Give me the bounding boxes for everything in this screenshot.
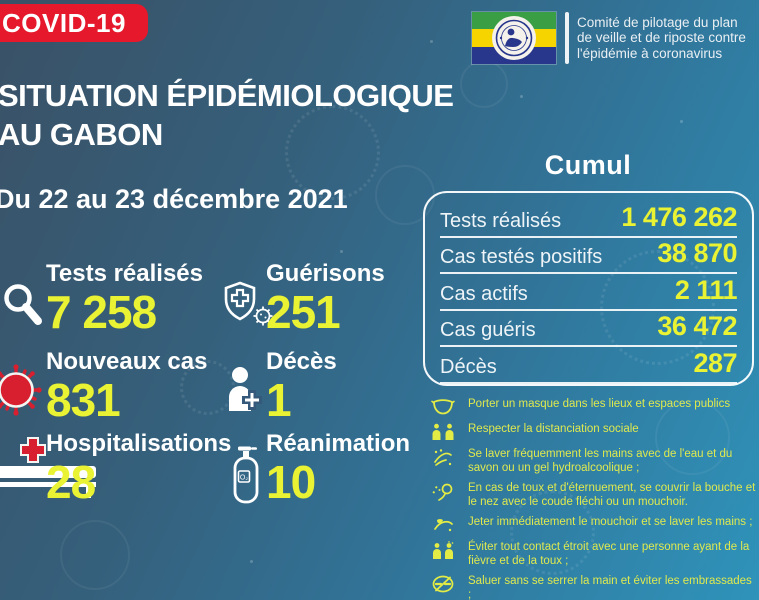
cumul-row-value: 287 (693, 347, 737, 378)
mask-icon (430, 398, 456, 416)
stat-label: Décès (266, 348, 337, 375)
advice-item: Jeter immédiatement le mouchoir et se la… (430, 516, 756, 534)
advice-text: Respecter la distanciation sociale (468, 423, 639, 435)
logo-text-divider (565, 12, 569, 64)
advice-text: Éviter tout contact étroit avec une pers… (468, 541, 750, 567)
distancing-icon (430, 423, 456, 441)
particle-dot (340, 250, 343, 253)
stat-nouveaux-cas: Nouveaux cas 831 (46, 348, 207, 423)
committee-line1: Comité de pilotage du plan (577, 14, 738, 30)
virus-icon (0, 364, 42, 416)
cumul-row: Cas testés positifs 38 870 (440, 238, 737, 274)
virus-watermark (60, 520, 130, 590)
advice-item: Éviter tout contact étroit avec une pers… (430, 541, 756, 568)
stat-deces: Décès 1 (266, 348, 337, 423)
hospital-bed-icon (0, 437, 96, 498)
virus-watermark (460, 60, 508, 108)
page-title-line1: SITUATION ÉPIDÉMIOLOGIQUE (0, 78, 454, 113)
advice-item: Saluer sans se serrer la main et éviter … (430, 575, 756, 600)
gabon-flag-logo (472, 12, 556, 64)
advice-text: Se laver fréquemment les mains avec de l… (468, 448, 733, 474)
cumul-row-value: 36 472 (657, 311, 737, 341)
stat-label: Nouveaux cas (46, 348, 208, 375)
magnifier-icon (4, 284, 42, 325)
advice-text: Jeter immédiatement le mouchoir et se la… (468, 516, 753, 529)
cumul-panel: Tests réalisés 1 476 262 Cas testés posi… (423, 191, 754, 386)
tissue-icon (430, 516, 456, 534)
avoid-contact-icon (430, 541, 456, 560)
cumul-row: Cas guéris 36 472 (440, 311, 737, 347)
particle-dot (430, 40, 433, 43)
cumul-row-value: 2 111 (674, 274, 738, 305)
cumul-row-label: Décès (440, 355, 497, 378)
stat-tests-realises: Tests réalisés 7 258 (46, 260, 203, 335)
virus-watermark (510, 490, 595, 575)
committee-logo-block: Comité de pilotage du plan de veille et … (472, 12, 755, 64)
virus-watermark (285, 105, 380, 200)
stat-value: 28 (46, 456, 96, 508)
advice-text: Porter un masque dans les lieux et espac… (468, 398, 731, 410)
advice-list: Porter un masque dans les lieux et espac… (430, 398, 756, 600)
virus-watermark (180, 360, 235, 415)
stat-label: Guérisons (266, 260, 385, 287)
cumul-row: Cas actifs 2 111 (440, 274, 738, 311)
stat-value: 831 (46, 374, 121, 426)
stat-label: Hospitalisations (46, 430, 232, 457)
cumul-row-label: Cas testés positifs (440, 246, 603, 268)
cough-icon (430, 482, 456, 502)
republic-seal (492, 16, 536, 60)
oxygen-label: O₂ (240, 475, 248, 482)
virus-watermark (600, 250, 715, 365)
covid19-badge-label: COVID-19 (2, 7, 126, 38)
particle-dot (680, 120, 683, 123)
report-period: Du 22 au 23 décembre 2021 (0, 184, 348, 214)
seal-emblem-icon (495, 19, 533, 57)
stat-value: 1 (266, 374, 292, 426)
stat-value: 251 (266, 286, 341, 338)
oxygen-tank-icon: O₂ (233, 446, 259, 504)
covid19-badge: COVID-19 (0, 4, 148, 42)
advice-item: Se laver fréquemment les mains avec de l… (430, 448, 756, 475)
stat-reanimation: Réanimation 10 (266, 430, 410, 505)
committee-line3: l'épidémie à coronavirus (577, 45, 723, 61)
committee-line2: de veille et de riposte contre (577, 30, 746, 46)
particle-dot (250, 560, 253, 563)
stat-label: Tests réalisés (46, 260, 203, 287)
stat-guerisons: Guérisons 251 (266, 260, 385, 335)
page-title-line2: AU GABON (0, 117, 163, 153)
cumul-row-label: Tests réalisés (440, 209, 562, 232)
advice-item: Respecter la distanciation sociale (430, 423, 756, 441)
particle-dot (520, 95, 523, 98)
cumul-title: Cumul (544, 150, 632, 180)
advice-text: Saluer sans se serrer la main et éviter … (468, 575, 752, 600)
cumul-row: Décès 287 (440, 347, 737, 384)
virus-watermark (655, 400, 730, 475)
stat-value: 7 258 (46, 286, 157, 338)
no-handshake-icon (430, 575, 456, 593)
advice-item: En cas de toux et d'éternuement, se couv… (430, 482, 756, 509)
cumul-row-value: 1 476 262 (621, 201, 737, 232)
person-cross-icon (229, 367, 262, 411)
cumul-row-label: Cas actifs (440, 282, 528, 305)
advice-text: En cas de toux et d'éternuement, se couv… (468, 482, 756, 508)
stat-label: Réanimation (266, 430, 411, 457)
advice-item: Porter un masque dans les lieux et espac… (430, 398, 756, 416)
stat-hospitalisations: Hospitalisations 28 (46, 430, 231, 505)
stat-value: 10 (266, 456, 316, 508)
cumul-row: Tests réalisés 1 476 262 (440, 201, 737, 238)
cumul-row-label: Cas guéris (440, 319, 536, 341)
shield-cross-virus-icon (224, 281, 273, 326)
committee-name: Comité de pilotage du plan de veille et … (577, 15, 755, 61)
wash-hands-icon (430, 448, 456, 468)
page-title: SITUATION ÉPIDÉMIOLOGIQUE AU GABON (0, 76, 454, 154)
cumul-row-value: 38 870 (657, 238, 737, 268)
